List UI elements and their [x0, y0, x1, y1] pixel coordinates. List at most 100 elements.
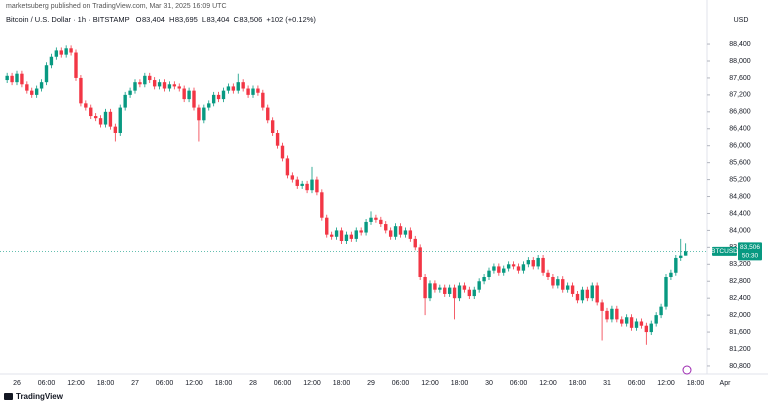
chart-title: Bitcoin / U.S. Dollar · 1h · BITSTAMP: [6, 15, 130, 24]
candle-body: [644, 325, 649, 333]
y-tick-label: 84,400: [729, 210, 751, 217]
candle-body: [93, 116, 98, 119]
candle-body: [393, 226, 398, 237]
legend-label: O: [136, 15, 142, 24]
candle-body: [654, 315, 658, 324]
candle-body: [261, 92, 265, 108]
symbol-label: BTCUSD: [711, 248, 738, 255]
candle-body: [472, 289, 476, 297]
candle-body: [211, 94, 216, 104]
x-tick-label: 12:00: [539, 380, 557, 387]
candle-body: [241, 82, 245, 89]
candle-body: [487, 270, 491, 278]
last-price-label: 83,506: [740, 244, 760, 251]
candle-body: [610, 308, 614, 320]
y-tick-label: 86,400: [729, 126, 751, 133]
candle-body: [54, 50, 59, 57]
candle-body: [30, 90, 34, 95]
x-tick-label: 06:00: [156, 380, 174, 387]
candle-body: [325, 217, 329, 235]
candle-body: [669, 272, 673, 278]
candle-body: [20, 73, 24, 85]
candle-body: [157, 82, 162, 87]
plot-area: [0, 45, 707, 345]
y-tick-label: 86,000: [729, 143, 751, 150]
candle-body: [64, 48, 68, 55]
candle-body: [428, 283, 432, 299]
candle-body: [15, 73, 19, 83]
currency: USD: [734, 17, 749, 24]
candle-body: [216, 94, 221, 100]
legend-change: +102 (+0.12%): [266, 15, 316, 24]
candle-body: [511, 264, 516, 267]
candle-body: [202, 107, 206, 121]
candle-body: [526, 260, 531, 265]
candle-body: [133, 82, 137, 91]
candle-body: [295, 179, 299, 186]
candle-body: [25, 84, 29, 91]
candle-body: [275, 132, 280, 146]
candle-body: [98, 118, 103, 125]
y-tick-label: 82,000: [729, 312, 751, 319]
legend-label: L: [202, 15, 206, 24]
candle-body: [674, 257, 678, 273]
candle-body: [231, 86, 236, 91]
candle-body: [315, 179, 319, 193]
candle-body: [521, 264, 526, 271]
candle-body: [477, 281, 481, 290]
y-tick-label: 84,800: [729, 193, 751, 200]
candle-body: [34, 88, 39, 95]
y-tick-label: 84,000: [729, 227, 751, 234]
candle-body: [305, 183, 309, 191]
candle-body: [246, 88, 250, 95]
candle-body: [443, 287, 447, 294]
candle-body: [118, 107, 122, 133]
candle-body: [84, 103, 88, 108]
candle-body: [103, 111, 108, 125]
candle-body: [679, 255, 683, 258]
countdown: 50:30: [742, 253, 759, 260]
candle-body: [344, 234, 349, 242]
candle-body: [516, 266, 521, 271]
y-tick-label: 87,600: [729, 75, 751, 82]
candle-body: [167, 84, 172, 89]
x-tick-label: 18:00: [451, 380, 469, 387]
y-tick-label: 81,600: [729, 329, 751, 336]
candle-body: [590, 285, 594, 299]
candle-body: [187, 90, 191, 100]
candle-body: [226, 86, 231, 91]
legend-value: 83,506: [239, 15, 262, 24]
candle-body: [447, 287, 452, 294]
candle-body: [433, 283, 437, 290]
publisher-line: marketsuberg published on TradingView.co…: [6, 3, 227, 10]
legend-label: C: [233, 15, 239, 24]
candle-body: [172, 84, 177, 87]
candle-body: [438, 287, 442, 290]
candle-body: [207, 103, 211, 108]
candle-body: [152, 80, 157, 87]
candle-body: [49, 56, 54, 66]
candle-body: [59, 50, 63, 55]
candle-body: [148, 75, 152, 81]
candle-body: [452, 287, 457, 299]
x-tick-label: 06:00: [274, 380, 292, 387]
x-tick-label: 18:00: [97, 380, 115, 387]
x-tick-label: 18:00: [687, 380, 705, 387]
y-tick-label: 81,200: [729, 346, 751, 353]
candle-body: [457, 285, 462, 299]
x-tick-label: 12:00: [185, 380, 203, 387]
candle-body: [10, 75, 14, 83]
candle-body: [462, 285, 467, 290]
x-tick-label: 06:00: [392, 380, 410, 387]
candle-body: [182, 88, 186, 100]
candle-body: [310, 179, 314, 191]
logo-icon: [4, 393, 13, 400]
candle-body: [79, 77, 83, 104]
y-tick-label: 87,200: [729, 92, 751, 99]
candle-body: [374, 217, 378, 220]
candle-body: [379, 219, 383, 225]
x-tick-label: 06:00: [38, 380, 56, 387]
x-tick-label: 12:00: [303, 380, 321, 387]
candle-body: [585, 289, 590, 299]
candle-body: [256, 88, 260, 93]
